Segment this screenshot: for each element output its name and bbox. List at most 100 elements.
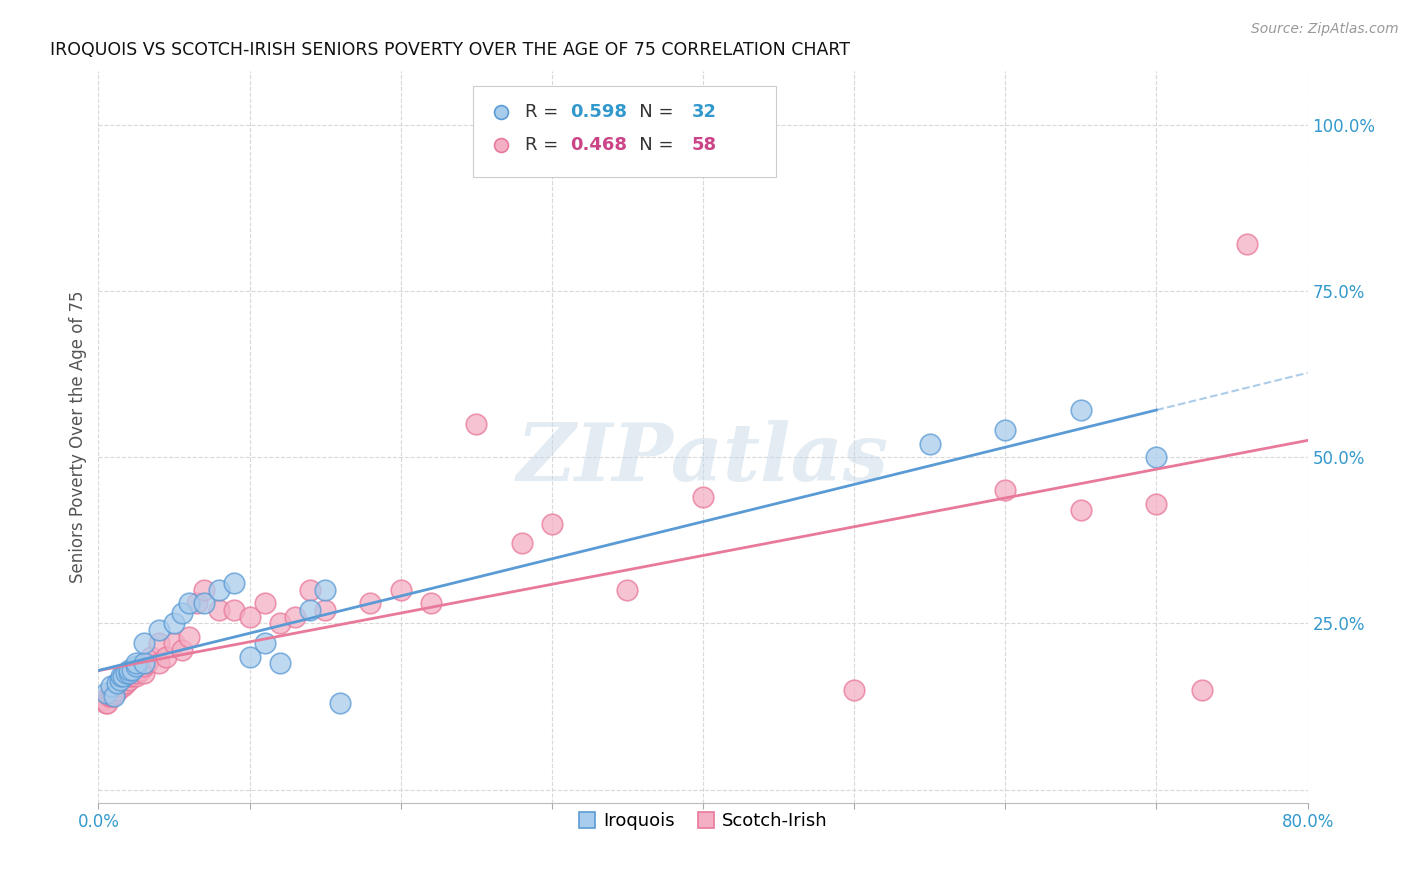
Point bbox=[104, 686, 127, 700]
Point bbox=[132, 666, 155, 681]
Point bbox=[918, 436, 941, 450]
Text: N =: N = bbox=[621, 136, 679, 153]
Point bbox=[111, 669, 134, 683]
Text: N =: N = bbox=[621, 103, 679, 120]
Point bbox=[105, 676, 128, 690]
Point bbox=[420, 596, 443, 610]
Point bbox=[224, 603, 246, 617]
Point bbox=[148, 623, 170, 637]
Point bbox=[269, 616, 291, 631]
Point bbox=[1144, 450, 1167, 464]
Point bbox=[170, 643, 193, 657]
Point bbox=[314, 582, 336, 597]
Point bbox=[110, 680, 132, 694]
Point bbox=[107, 682, 129, 697]
Point bbox=[1144, 497, 1167, 511]
Point bbox=[114, 666, 136, 681]
Point bbox=[101, 690, 124, 704]
Point bbox=[125, 656, 148, 670]
Point bbox=[121, 663, 143, 677]
Point bbox=[118, 669, 141, 683]
Point bbox=[105, 682, 128, 697]
Point bbox=[314, 603, 336, 617]
Point bbox=[91, 692, 114, 706]
Point bbox=[114, 676, 136, 690]
Point bbox=[299, 582, 322, 597]
Point bbox=[118, 663, 141, 677]
Point bbox=[253, 636, 276, 650]
Point bbox=[1070, 503, 1092, 517]
Point bbox=[121, 669, 143, 683]
Point bbox=[389, 582, 412, 597]
Point bbox=[94, 696, 117, 710]
Point bbox=[239, 649, 262, 664]
Point bbox=[994, 483, 1017, 498]
Y-axis label: Seniors Poverty Over the Age of 75: Seniors Poverty Over the Age of 75 bbox=[69, 291, 87, 583]
Point bbox=[125, 659, 148, 673]
Point bbox=[844, 682, 866, 697]
Point bbox=[253, 596, 276, 610]
Point bbox=[103, 682, 125, 697]
Point bbox=[179, 630, 201, 644]
Point bbox=[110, 669, 132, 683]
Text: 32: 32 bbox=[692, 103, 717, 120]
Point bbox=[616, 582, 638, 597]
Point bbox=[108, 673, 131, 687]
Point bbox=[148, 636, 170, 650]
Point bbox=[193, 596, 215, 610]
Point bbox=[329, 696, 352, 710]
Point bbox=[1070, 403, 1092, 417]
Point bbox=[193, 582, 215, 597]
Point bbox=[94, 686, 117, 700]
Text: ZIPatlas: ZIPatlas bbox=[517, 420, 889, 498]
Point bbox=[239, 609, 262, 624]
Point bbox=[179, 596, 201, 610]
Point bbox=[170, 607, 193, 621]
Point bbox=[135, 656, 157, 670]
Text: Source: ZipAtlas.com: Source: ZipAtlas.com bbox=[1251, 22, 1399, 37]
Point bbox=[112, 676, 135, 690]
Point bbox=[163, 616, 186, 631]
Point bbox=[125, 669, 148, 683]
Point bbox=[98, 690, 121, 704]
Point bbox=[122, 666, 145, 681]
Point bbox=[163, 636, 186, 650]
Point bbox=[284, 609, 307, 624]
Text: R =: R = bbox=[526, 136, 564, 153]
Point bbox=[129, 663, 152, 677]
Point bbox=[1191, 682, 1213, 697]
Point bbox=[108, 680, 131, 694]
Point bbox=[103, 690, 125, 704]
Point bbox=[360, 596, 382, 610]
Point bbox=[111, 680, 134, 694]
Point bbox=[148, 656, 170, 670]
Text: 0.468: 0.468 bbox=[569, 136, 627, 153]
FancyBboxPatch shape bbox=[474, 86, 776, 178]
Point bbox=[103, 686, 125, 700]
Point bbox=[118, 673, 141, 687]
Text: 0.598: 0.598 bbox=[569, 103, 627, 120]
Legend: Iroquois, Scotch-Irish: Iroquois, Scotch-Irish bbox=[571, 805, 835, 838]
Point bbox=[1236, 237, 1258, 252]
Point bbox=[299, 603, 322, 617]
Text: R =: R = bbox=[526, 103, 564, 120]
Point bbox=[100, 690, 122, 704]
Point bbox=[692, 490, 714, 504]
Point bbox=[141, 649, 163, 664]
Point bbox=[208, 582, 231, 597]
Text: IROQUOIS VS SCOTCH-IRISH SENIORS POVERTY OVER THE AGE OF 75 CORRELATION CHART: IROQUOIS VS SCOTCH-IRISH SENIORS POVERTY… bbox=[51, 41, 851, 59]
Point bbox=[224, 576, 246, 591]
Point bbox=[540, 516, 562, 531]
Point bbox=[155, 649, 177, 664]
Point bbox=[100, 680, 122, 694]
Point bbox=[132, 636, 155, 650]
Point bbox=[110, 676, 132, 690]
Point bbox=[994, 424, 1017, 438]
Point bbox=[132, 659, 155, 673]
Point bbox=[208, 603, 231, 617]
Point bbox=[125, 666, 148, 681]
Text: 58: 58 bbox=[692, 136, 717, 153]
Point bbox=[132, 656, 155, 670]
Point bbox=[510, 536, 533, 550]
Point bbox=[118, 666, 141, 681]
